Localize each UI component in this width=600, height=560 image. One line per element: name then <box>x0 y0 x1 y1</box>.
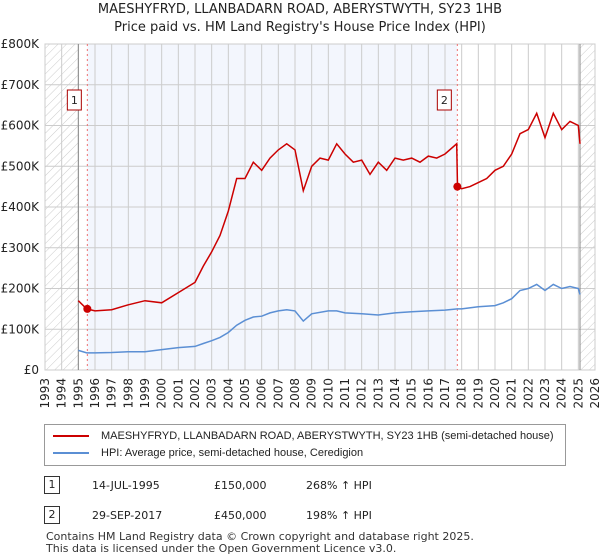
x-tick-label: 2003 <box>205 378 219 409</box>
x-tick-label: 2019 <box>471 378 485 409</box>
legend: MAESHYFRYD, LLANBADARN ROAD, ABERYSTWYTH… <box>44 424 566 466</box>
sale-label-box <box>436 89 452 111</box>
x-tick-label: 2012 <box>355 378 369 409</box>
x-tick-label: 2017 <box>438 378 452 409</box>
y-tick-label: £0 <box>24 363 39 377</box>
x-tick-label: 2005 <box>238 378 252 409</box>
x-tick-label: 2008 <box>288 378 302 409</box>
x-tick-label: 2010 <box>321 378 335 409</box>
footer: Contains HM Land Registry data © Crown c… <box>46 530 474 555</box>
x-tick-label: 2026 <box>588 378 600 409</box>
x-tick-label: 1999 <box>138 378 152 409</box>
y-tick-label: £400K <box>1 200 41 214</box>
y-tick-label: £200K <box>1 282 41 296</box>
sale-row-2: 2 29-SEP-2017 £450,000 198% ↑ HPI <box>44 506 564 527</box>
sale-point <box>83 304 92 313</box>
x-tick-label: 2002 <box>188 378 202 409</box>
sale-label-box <box>66 89 82 111</box>
price-paid-line <box>77 111 581 312</box>
sale-label: 1 <box>71 94 78 107</box>
x-tick-label: 2006 <box>255 378 269 409</box>
x-tick-label: 1993 <box>38 378 52 409</box>
x-tick-label: 1995 <box>71 378 85 409</box>
y-tick-label: £700K <box>1 78 41 92</box>
x-tick-label: 2025 <box>571 378 585 409</box>
x-tick-label: 2016 <box>421 378 435 409</box>
sale-row-1: 1 14-JUL-1995 £150,000 268% ↑ HPI <box>44 476 564 497</box>
x-tick-label: 1997 <box>105 378 119 409</box>
x-tick-label: 2000 <box>155 378 169 409</box>
x-tick-label: 2014 <box>388 378 402 409</box>
x-tick-label: 2024 <box>555 378 569 409</box>
chart-title: MAESHYFRYD, LLANBADARN ROAD, ABERYSTWYTH… <box>97 2 503 17</box>
x-tick-label: 2004 <box>221 378 235 409</box>
x-tick-label: 2021 <box>505 378 519 409</box>
y-tick-label: £800K <box>1 37 41 51</box>
x-tick-label: 2013 <box>371 378 385 409</box>
x-tick-label: 2009 <box>305 378 319 409</box>
hpi-line <box>78 283 581 354</box>
legend-item-property: MAESHYFRYD, LLANBADARN ROAD, ABERYSTWYTH… <box>53 430 554 442</box>
y-tick-label: £100K <box>1 322 41 336</box>
x-tick-label: 2023 <box>538 378 552 409</box>
x-tick-label: 2011 <box>338 378 352 409</box>
x-tick-label: 1994 <box>55 378 69 409</box>
x-tick-label: 1998 <box>121 378 135 409</box>
plot-area: 1993 1994 1995 1996 1997 1998 1999 2000 2001 2002… <box>1 37 600 409</box>
x-tick-label: 2018 <box>455 378 469 409</box>
sale-label: 2 <box>441 94 448 107</box>
x-tick-label: 2020 <box>488 378 502 409</box>
chart-subtitle: Price paid vs. HM Land Registry's House … <box>114 20 486 35</box>
legend-item-hpi: HPI: Average price, semi-detached house,… <box>53 447 363 459</box>
x-tick-label: 2015 <box>405 378 419 409</box>
x-tick-label: 2001 <box>171 378 185 409</box>
y-tick-label: £600K <box>1 119 41 133</box>
y-tick-label: £300K <box>1 241 41 255</box>
sale-point <box>453 182 462 191</box>
x-tick-label: 2022 <box>521 378 535 409</box>
x-tick-label: 2007 <box>271 378 285 409</box>
y-tick-label: £500K <box>1 159 41 173</box>
x-tick-label: 1996 <box>88 378 102 409</box>
